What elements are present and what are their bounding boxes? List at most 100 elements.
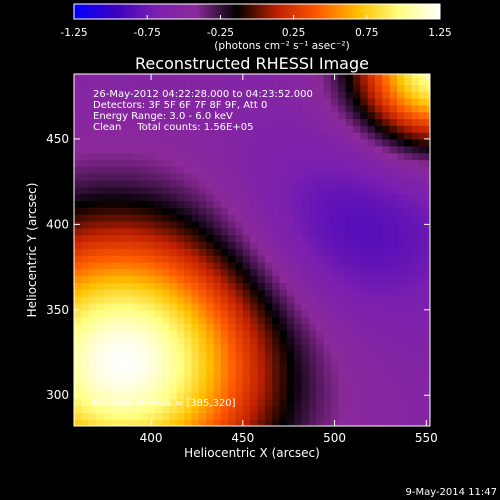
heatmap-cell [96, 84, 104, 92]
heatmap-cell [316, 111, 325, 120]
heatmap-cell [191, 405, 200, 413]
heatmap-cell [81, 296, 90, 304]
heatmap-cell [125, 97, 134, 106]
heatmap-cell [286, 84, 295, 92]
heatmap-cell [176, 214, 185, 222]
heatmap-cell [345, 412, 354, 420]
heatmap-cell [404, 261, 413, 270]
heatmap-cell [316, 255, 325, 263]
heatmap-cell [286, 77, 295, 85]
heatmap-cell [74, 282, 82, 290]
heatmap-cell [242, 111, 251, 120]
heatmap-cell [389, 145, 398, 154]
heatmap-cell [264, 261, 273, 270]
heatmap-cell [360, 350, 369, 359]
heatmap-cell [103, 316, 112, 325]
heatmap-cell [272, 398, 281, 407]
heatmap-cell [382, 214, 391, 222]
heatmap-cell [323, 166, 332, 174]
heatmap-cell [286, 138, 295, 147]
heatmap-cell [308, 412, 317, 420]
heatmap-cell [404, 125, 413, 133]
heatmap-cell [176, 111, 185, 120]
heatmap-cell [367, 186, 376, 195]
heatmap-cell [396, 152, 405, 161]
heatmap-cell [257, 419, 266, 426]
heatmap-cell [81, 125, 90, 133]
heatmap-cell [118, 282, 126, 290]
heatmap-cell [323, 405, 332, 413]
heatmap-cell [162, 255, 171, 263]
heatmap-cell [250, 384, 259, 393]
heatmap-cell [272, 255, 281, 263]
heatmap-cell [411, 378, 420, 386]
heatmap-cell [418, 77, 427, 85]
heatmap-cell [352, 405, 361, 413]
heatmap-cell [294, 234, 303, 243]
heatmap-cell [352, 378, 361, 386]
heatmap-cell [250, 125, 259, 133]
heatmap-cell [272, 125, 281, 133]
heatmap-cell [140, 138, 149, 147]
heatmap-cell [389, 207, 398, 215]
heatmap-cell [323, 84, 332, 92]
heatmap-cell [191, 241, 200, 249]
heatmap-cell [242, 268, 251, 277]
heatmap-cell [96, 200, 104, 208]
heatmap-cell [198, 337, 207, 345]
heatmap-cell [411, 282, 420, 290]
heatmap-cell [396, 186, 405, 195]
heatmap-cell [242, 337, 251, 345]
heatmap-cell [411, 214, 420, 222]
heatmap-cell [330, 145, 339, 154]
heatmap-cell [147, 220, 156, 229]
heatmap-cell [286, 302, 295, 311]
heatmap-cell [264, 316, 273, 325]
heatmap-cell [213, 118, 222, 126]
heatmap-cell [257, 275, 266, 284]
heatmap-cell [418, 350, 427, 359]
heatmap-cell [110, 138, 119, 147]
heatmap-cell [374, 77, 383, 85]
heatmap-cell [382, 350, 391, 359]
heatmap-cell [396, 125, 405, 133]
heatmap-cell [125, 302, 134, 311]
heatmap-cell [206, 214, 215, 222]
heatmap-cell [88, 405, 97, 413]
heatmap-cell [206, 282, 215, 290]
heatmap-cell [257, 132, 266, 140]
heatmap-cell [88, 282, 97, 290]
heatmap-cell [308, 302, 317, 311]
heatmap-cell [198, 111, 207, 120]
heatmap-cell [206, 132, 215, 140]
heatmap-cell [323, 138, 332, 147]
heatmap-cell [140, 309, 149, 318]
heatmap-cell [374, 405, 383, 413]
heatmap-cell [198, 330, 207, 338]
heatmap-cell [147, 152, 156, 161]
heatmap-cell [103, 350, 112, 359]
heatmap-cell [154, 275, 163, 284]
heatmap-cell [330, 371, 339, 379]
heatmap-cell [198, 138, 207, 147]
heatmap-cell [206, 159, 215, 167]
heatmap-cell [382, 84, 391, 92]
heatmap-cell [198, 91, 207, 99]
heatmap-cell [206, 74, 215, 79]
heatmap-cell [418, 337, 427, 345]
heatmap-cell [404, 337, 413, 345]
heatmap-cell [308, 337, 317, 345]
heatmap-cell [257, 227, 266, 236]
heatmap-cell [147, 179, 156, 188]
heatmap-cell [198, 179, 207, 188]
heatmap-cell [411, 419, 420, 426]
heatmap-cell [140, 275, 149, 284]
heatmap-cell [118, 405, 126, 413]
heatmap-cell [184, 275, 193, 284]
heatmap-cell [250, 111, 259, 120]
heatmap-cell [235, 343, 244, 352]
heatmap-cell [323, 186, 332, 195]
heatmap-cell [330, 261, 339, 270]
